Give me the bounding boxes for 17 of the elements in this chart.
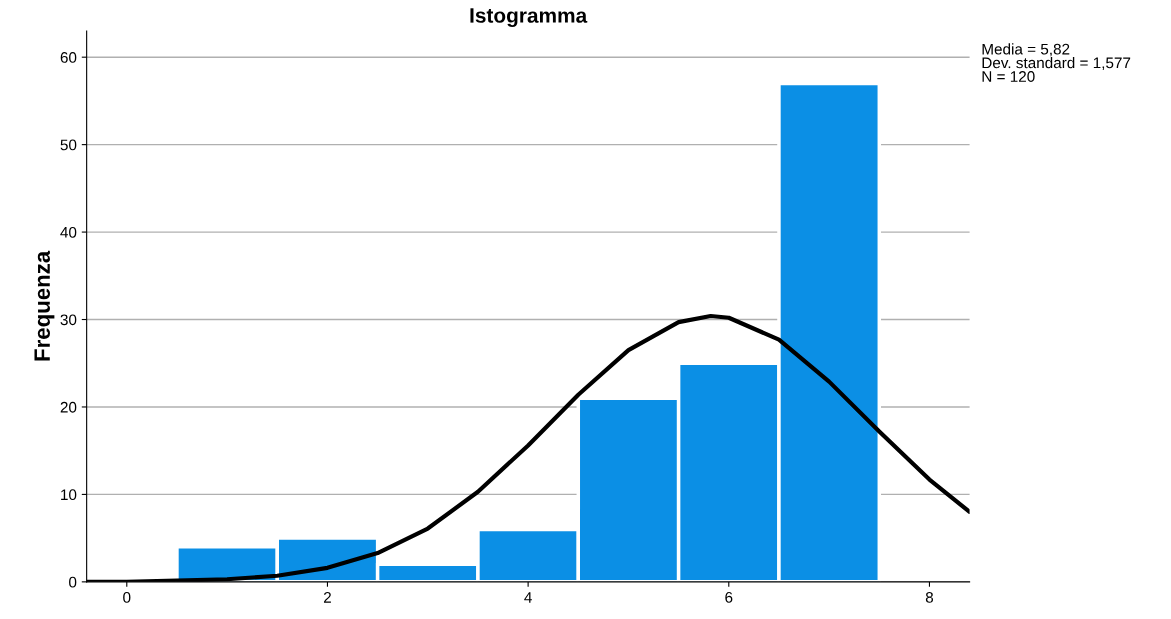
y-tick-label: 50 xyxy=(60,139,77,151)
y-tick-label: 60 xyxy=(60,52,77,63)
text: Dev. standard = 1,577 xyxy=(982,57,1131,71)
y-tick-label: 10 xyxy=(61,489,77,501)
y-tick-label: 0 xyxy=(69,576,77,588)
x-tick-label: 8 xyxy=(925,591,934,603)
x-tick-label: 4 xyxy=(524,592,532,603)
chart-title: Istogramma xyxy=(470,8,588,28)
y-tick-label: 40 xyxy=(60,226,77,238)
text: N = 120 xyxy=(982,71,1035,82)
x-tick-label: 2 xyxy=(323,591,331,603)
y-axis-title: Frequenza xyxy=(34,250,55,361)
y-tick-label: 30 xyxy=(60,314,77,326)
x-tick-label: 6 xyxy=(725,591,733,603)
text: Media = 5,82 xyxy=(982,43,1070,57)
y-tick-label: 20 xyxy=(60,401,77,413)
x-tick-label: 0 xyxy=(123,591,131,603)
